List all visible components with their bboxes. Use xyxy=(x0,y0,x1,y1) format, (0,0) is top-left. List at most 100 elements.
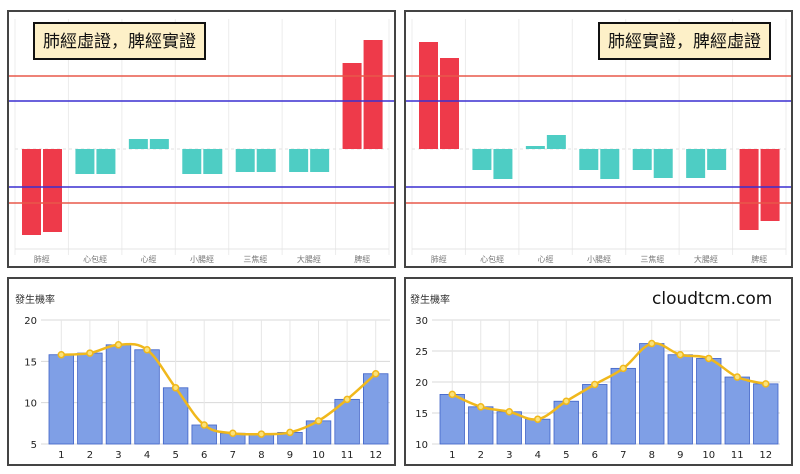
bar xyxy=(43,149,62,232)
x-tick-label: 4 xyxy=(535,450,541,461)
x-tick-label: 11 xyxy=(731,450,744,461)
y-tick-label: 30 xyxy=(415,316,428,327)
trend-point xyxy=(619,364,627,373)
x-tick-label: 12 xyxy=(369,450,382,461)
x-tick-label: 1 xyxy=(449,450,455,461)
bar xyxy=(525,418,551,445)
bar xyxy=(128,139,148,149)
bar xyxy=(342,63,362,149)
trend-point xyxy=(143,346,151,354)
x-tick-label: 10 xyxy=(702,450,715,461)
trend-point xyxy=(86,349,94,357)
x-tick-label: 小腸經 xyxy=(587,254,611,264)
y-axis-title: 發生機率 xyxy=(410,295,450,306)
bar xyxy=(363,40,383,149)
trend-point xyxy=(286,428,294,437)
trend-point xyxy=(477,403,485,411)
y-tick-label: 10 xyxy=(24,399,37,410)
trend-point xyxy=(562,397,570,405)
bar xyxy=(707,149,727,170)
bar xyxy=(439,394,465,445)
y-axis-title: 發生機率 xyxy=(15,295,55,306)
y-tick-label: 15 xyxy=(415,409,428,420)
x-tick-label: 脾經 xyxy=(354,254,370,264)
bar xyxy=(739,149,759,230)
bar xyxy=(440,58,459,149)
x-tick-label: 心經 xyxy=(538,254,554,264)
bar xyxy=(75,149,95,174)
bar xyxy=(149,139,169,149)
y-tick-label: 25 xyxy=(415,347,428,358)
x-tick-label: 3 xyxy=(115,450,121,461)
bar xyxy=(77,352,103,445)
bar xyxy=(639,343,665,445)
x-tick-label: 7 xyxy=(620,450,626,461)
bar xyxy=(724,376,750,445)
trend-point xyxy=(733,373,741,381)
bar xyxy=(753,383,779,445)
trend-point xyxy=(762,380,770,388)
trend-point xyxy=(343,395,351,404)
bar xyxy=(610,367,636,445)
trend-point xyxy=(114,341,123,349)
y-tick-label: 10 xyxy=(415,440,428,451)
x-tick-label: 8 xyxy=(649,450,655,461)
trend-point xyxy=(57,350,66,359)
meridian-bar-chart: 肺經 心包經 心經 小腸經 三焦經 大腸經 脾經 xyxy=(406,19,791,264)
trend-point xyxy=(448,390,456,399)
x-tick-label: 三焦經 xyxy=(640,254,664,264)
x-tick-label: 2 xyxy=(87,450,93,461)
x-tick-label: 4 xyxy=(144,450,150,461)
trend-point xyxy=(314,417,323,425)
meridian-chart-lung-deficiency: 肺經 心包經 心經 小腸經 三焦經 大腸經 脾經 肺經虛證，脾經實證 xyxy=(7,10,396,268)
x-tick-label: 9 xyxy=(677,450,683,461)
trend-point xyxy=(705,354,713,363)
bar xyxy=(363,373,389,445)
trend-point xyxy=(257,430,266,438)
bar xyxy=(256,149,276,172)
bar xyxy=(493,149,513,179)
bar xyxy=(546,135,566,149)
x-tick-label: 肺經 xyxy=(34,254,50,264)
bar xyxy=(632,149,652,170)
bar xyxy=(696,358,722,445)
x-tick-label: 肺經 xyxy=(431,254,447,264)
watermark: cloudtcm.com xyxy=(652,289,773,309)
trend-point xyxy=(676,350,684,359)
x-tick-label: 大腸經 xyxy=(694,254,718,264)
y-tick-label: 20 xyxy=(415,378,428,389)
bar xyxy=(582,384,608,445)
x-tick-label: 小腸經 xyxy=(190,254,214,264)
bar xyxy=(134,349,160,445)
x-tick-label: 10 xyxy=(312,450,325,461)
x-tick-label: 大腸經 xyxy=(297,254,321,264)
x-tick-label: 6 xyxy=(201,450,207,461)
bar xyxy=(289,149,309,172)
bar xyxy=(419,42,438,149)
x-tick-label: 心包經 xyxy=(480,254,504,264)
meridian-bar-chart: 肺經 心包經 心經 小腸經 三焦經 大腸經 脾經 xyxy=(9,19,394,264)
chart-title-tag: 肺經實證，脾經虛證 xyxy=(598,22,771,60)
x-tick-label: 5 xyxy=(172,450,178,461)
trend-point xyxy=(171,384,180,392)
bar xyxy=(525,146,545,149)
x-tick-label: 心經 xyxy=(141,254,157,264)
bar xyxy=(310,149,330,172)
y-tick-label: 5 xyxy=(31,440,37,451)
x-tick-label: 1 xyxy=(58,450,64,461)
bar xyxy=(96,149,116,174)
bar xyxy=(496,411,522,445)
probability-chart-right: 發生機率 cloudtcm.com 10 15 20 25 30 1 2 3 4 5 6 7 8 9 10 1… xyxy=(404,277,793,466)
trend-point xyxy=(371,369,380,378)
bar xyxy=(203,149,223,174)
x-tick-label: 9 xyxy=(287,450,293,461)
x-tick-label: 8 xyxy=(258,450,264,461)
bar xyxy=(162,387,189,445)
bar xyxy=(686,149,706,178)
bar xyxy=(22,149,41,235)
bar xyxy=(48,354,74,445)
probability-chart-left: 發生機率 5 10 15 20 1 2 3 4 5 6 7 8 9 10 11 12 xyxy=(7,277,396,466)
x-tick-label: 11 xyxy=(341,450,354,461)
bar xyxy=(579,149,599,170)
